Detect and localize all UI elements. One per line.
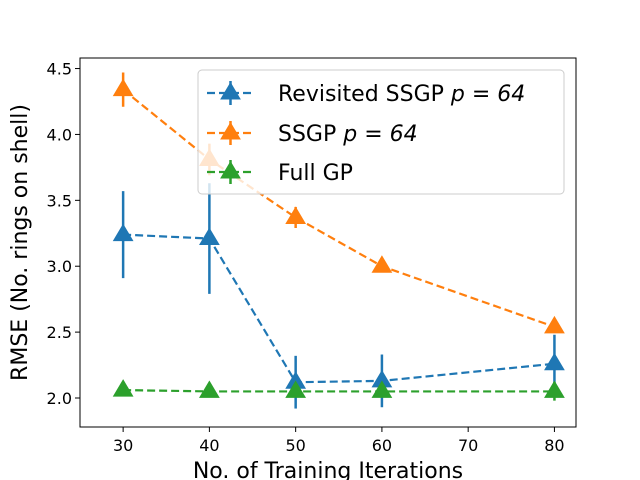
legend-marker <box>220 82 241 100</box>
y-tick-label: 3.0 <box>47 257 72 276</box>
series-group <box>112 183 565 409</box>
plot-frame <box>79 57 577 428</box>
y-tick-label: 2.5 <box>47 323 72 342</box>
data-point <box>285 380 307 398</box>
legend-marker <box>220 161 241 179</box>
data-point <box>544 380 565 398</box>
x-tick-label: 30 <box>113 436 133 455</box>
legend-label: Revisited SSGP p = 64 <box>278 82 525 107</box>
data-point <box>371 380 393 398</box>
y-axis-label: RMSE (No. rings on shell) <box>8 104 33 381</box>
x-tick-label: 40 <box>199 436 219 455</box>
legend-label-math: p = 64 <box>450 82 525 107</box>
x-tick-label: 60 <box>372 436 392 455</box>
y-tick-label: 3.5 <box>47 191 72 210</box>
data-point <box>544 352 565 371</box>
legend-label-math: p = 64 <box>342 122 417 147</box>
data-point <box>112 223 134 242</box>
plot-area <box>112 72 565 409</box>
data-point <box>371 255 393 273</box>
data-point <box>112 379 134 397</box>
x-axis-label: No. of Training Iterations <box>193 459 463 480</box>
legend-frame <box>197 69 565 195</box>
x-axis: 30 40 50 60 70 80 <box>113 427 565 455</box>
data-point <box>285 206 307 224</box>
legend-marker <box>220 122 241 140</box>
legend-entry: Revisited SSGP p = 64 <box>207 81 525 107</box>
x-tick-label: 50 <box>285 436 305 455</box>
legend-entry: Full GP <box>207 160 353 186</box>
x-tick-label: 80 <box>544 436 564 455</box>
legend-label-text: SSGP <box>278 122 343 147</box>
data-point <box>112 78 134 97</box>
y-tick-label: 4.5 <box>47 60 72 79</box>
legend-label-text: Revisited SSGP <box>278 82 451 107</box>
legend-label: SSGP p = 64 <box>278 122 418 147</box>
y-tick-label: 4.0 <box>47 125 72 144</box>
x-tick-label: 70 <box>458 436 478 455</box>
data-point <box>544 315 565 334</box>
legend-label: Full GP <box>278 161 353 186</box>
y-tick-label: 2.0 <box>47 389 72 408</box>
legend-label-text: Full GP <box>278 161 353 186</box>
legend-entry: SSGP p = 64 <box>207 121 418 147</box>
series-line <box>123 389 555 393</box>
y-axis: 2.0 2.5 3.0 3.5 4.0 4.5 <box>47 60 80 408</box>
data-point <box>199 227 220 246</box>
series-line <box>123 233 555 384</box>
data-point <box>199 380 220 398</box>
series-line <box>122 88 555 328</box>
series-group <box>112 379 565 401</box>
